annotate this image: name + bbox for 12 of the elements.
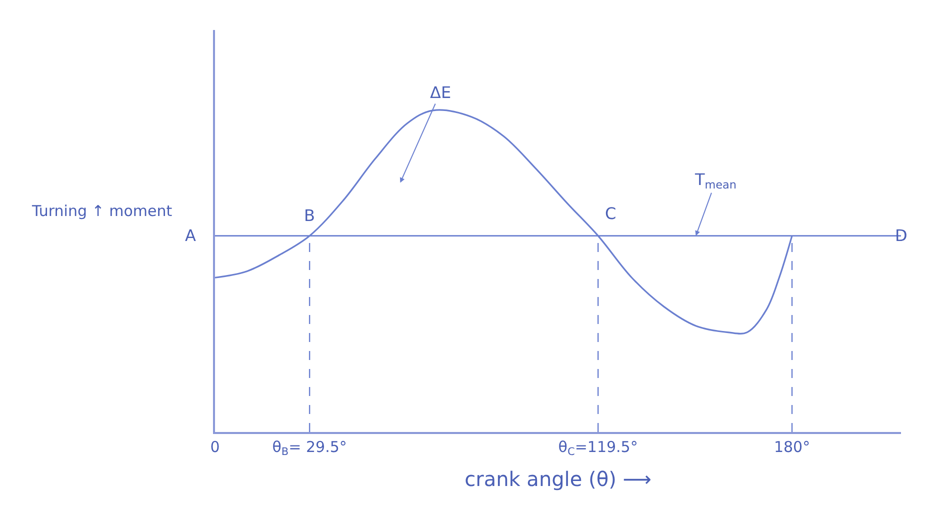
y-axis-title: Turning ↑ moment — [31, 202, 172, 220]
annotation: D — [895, 226, 908, 245]
x-tick-label: θ$_{C}$=119.5° — [558, 438, 638, 458]
x-tick-label: 0 — [210, 438, 220, 456]
x-axis-title: crank angle (θ) ⟶ — [464, 466, 652, 491]
annotation: C — [605, 204, 616, 223]
x-tick-label: 180° — [774, 438, 810, 456]
ref-line-label: T$_{mean}$ — [694, 170, 737, 192]
x-tick-label: θ$_{B}$= 29.5° — [272, 438, 347, 458]
annotation: B — [304, 206, 315, 225]
annotation: A — [185, 226, 196, 245]
text: ΔE — [430, 83, 452, 102]
